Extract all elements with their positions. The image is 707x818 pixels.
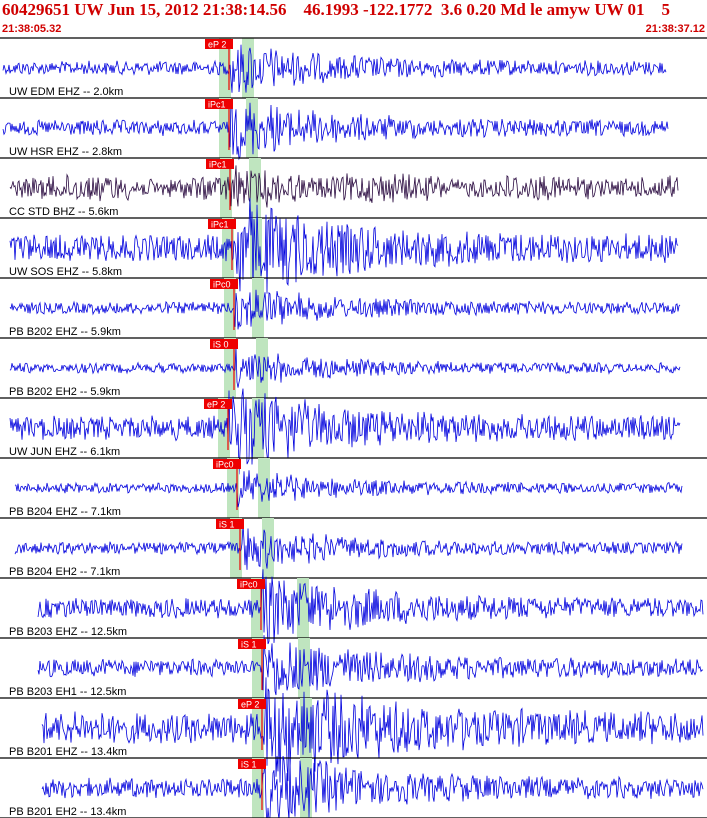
waveform — [9, 388, 681, 475]
waveform — [9, 289, 681, 330]
p-phase-band — [220, 158, 232, 218]
pick-label: iS 1 — [241, 760, 257, 770]
s-phase-band — [256, 338, 268, 398]
waveform — [9, 198, 679, 294]
trace-row: iS 1 PB B204 EH2 -- 7.1km — [0, 518, 707, 579]
s-phase-band — [258, 458, 270, 518]
trace-row: iPc1 CC STD BHZ -- 5.6km — [0, 158, 707, 219]
trace-row: iPc1 UW SOS EHZ -- 5.8km — [0, 198, 707, 294]
pick-label-box — [205, 99, 233, 109]
pick-label: iPc0 — [213, 280, 231, 290]
waveform — [41, 756, 704, 818]
s-phase-band — [252, 278, 264, 338]
waveform — [37, 635, 704, 696]
pick-label-box — [205, 39, 233, 49]
p-phase-band — [218, 398, 230, 458]
trace-row: iPc0 PB B204 EHZ -- 7.1km — [0, 458, 707, 519]
s-phase-band — [297, 578, 309, 638]
station-label: PB B202 EHZ -- 5.9km — [9, 326, 121, 338]
station-label: CC STD BHZ -- 5.6km — [9, 206, 118, 218]
pick-label: iPc0 — [240, 580, 258, 590]
event-title: 60429651 UW Jun 15, 2012 21:38:14.56 46.… — [2, 0, 671, 19]
waveform — [2, 101, 669, 161]
station-label: PB B203 EH1 -- 12.5km — [9, 686, 126, 698]
pick-label-box — [216, 519, 244, 529]
trace-row: eP 2 UW EDM EHZ -- 2.0km — [0, 38, 707, 99]
trace-row: iS 0 PB B202 EH2 -- 5.9km — [0, 338, 707, 399]
station-label: PB B202 EH2 -- 5.9km — [9, 386, 120, 398]
trace-row: iPc0 PB B202 EHZ -- 5.9km — [0, 278, 707, 339]
pick-label: iPc1 — [209, 160, 227, 170]
p-phase-band — [251, 578, 263, 638]
station-label: UW EDM EHZ -- 2.0km — [9, 86, 123, 98]
start-time-label: 21:38:05.32 — [2, 23, 62, 35]
station-label: PB B204 EHZ -- 7.1km — [9, 506, 121, 518]
waveform — [9, 165, 679, 208]
plot-header: 60429651 UW Jun 15, 2012 21:38:14.56 46.… — [0, 0, 707, 38]
waveform — [37, 569, 704, 645]
trace-row: iPc0 PB B203 EHZ -- 12.5km — [0, 569, 707, 645]
pick-label: iS 0 — [213, 340, 229, 350]
pick-label-box — [238, 639, 266, 649]
station-label: PB B204 EH2 -- 7.1km — [9, 566, 120, 578]
pick-label-box — [208, 219, 236, 229]
pick-label: iPc0 — [216, 460, 234, 470]
waveform — [14, 524, 683, 570]
pick-label-box — [210, 339, 238, 349]
trace-row: iS 1 PB B201 EH2 -- 13.4km — [0, 756, 707, 818]
pick-label-box — [204, 399, 232, 409]
trace-row: eP 2 PB B201 EHZ -- 13.4km — [0, 677, 707, 783]
p-phase-band — [252, 638, 264, 698]
p-phase-band — [230, 518, 242, 578]
s-phase-band — [249, 158, 261, 218]
waveform — [2, 44, 667, 93]
pick-label: iPc1 — [208, 100, 226, 110]
p-phase-band — [224, 338, 236, 398]
trace-row: iS 1 PB B203 EH1 -- 12.5km — [0, 635, 707, 699]
pick-label-box — [210, 279, 238, 289]
waveform — [14, 470, 683, 508]
pick-label: iS 1 — [241, 640, 257, 650]
pick-label: iPc1 — [211, 220, 229, 230]
s-phase-band — [298, 638, 310, 698]
p-phase-band — [219, 98, 231, 158]
station-label: PB B201 EHZ -- 13.4km — [9, 746, 127, 758]
station-label: PB B203 EHZ -- 12.5km — [9, 626, 127, 638]
station-label: UW SOS EHZ -- 5.8km — [9, 266, 122, 278]
pick-label-box — [238, 759, 266, 769]
pick-label: eP 2 — [208, 40, 226, 50]
pick-label-box — [238, 699, 266, 709]
trace-row: eP 2 UW JUN EHZ -- 6.1km — [0, 388, 707, 475]
pick-label: eP 2 — [241, 700, 259, 710]
pick-label-box — [206, 159, 234, 169]
station-label: PB B201 EH2 -- 13.4km — [9, 806, 126, 818]
s-phase-band — [262, 518, 274, 578]
pick-label-box — [213, 459, 241, 469]
station-label: UW JUN EHZ -- 6.1km — [9, 446, 120, 458]
trace-row: iPc1 UW HSR EHZ -- 2.8km — [0, 98, 707, 161]
pick-label: eP 2 — [207, 400, 225, 410]
waveform — [41, 677, 704, 783]
pick-label: iS 1 — [219, 520, 235, 530]
pick-label-box — [237, 579, 265, 589]
station-label: UW HSR EHZ -- 2.8km — [9, 146, 122, 158]
waveform — [9, 347, 681, 388]
end-time-label: 21:38:37.12 — [645, 23, 705, 35]
p-phase-band — [224, 278, 236, 338]
